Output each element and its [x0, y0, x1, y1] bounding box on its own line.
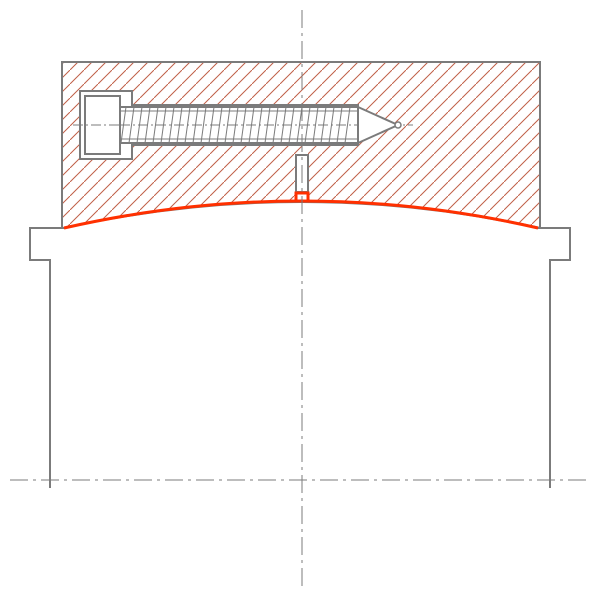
bearing-cross-section-diagram [0, 0, 600, 600]
inner-ring-block [30, 202, 570, 448]
